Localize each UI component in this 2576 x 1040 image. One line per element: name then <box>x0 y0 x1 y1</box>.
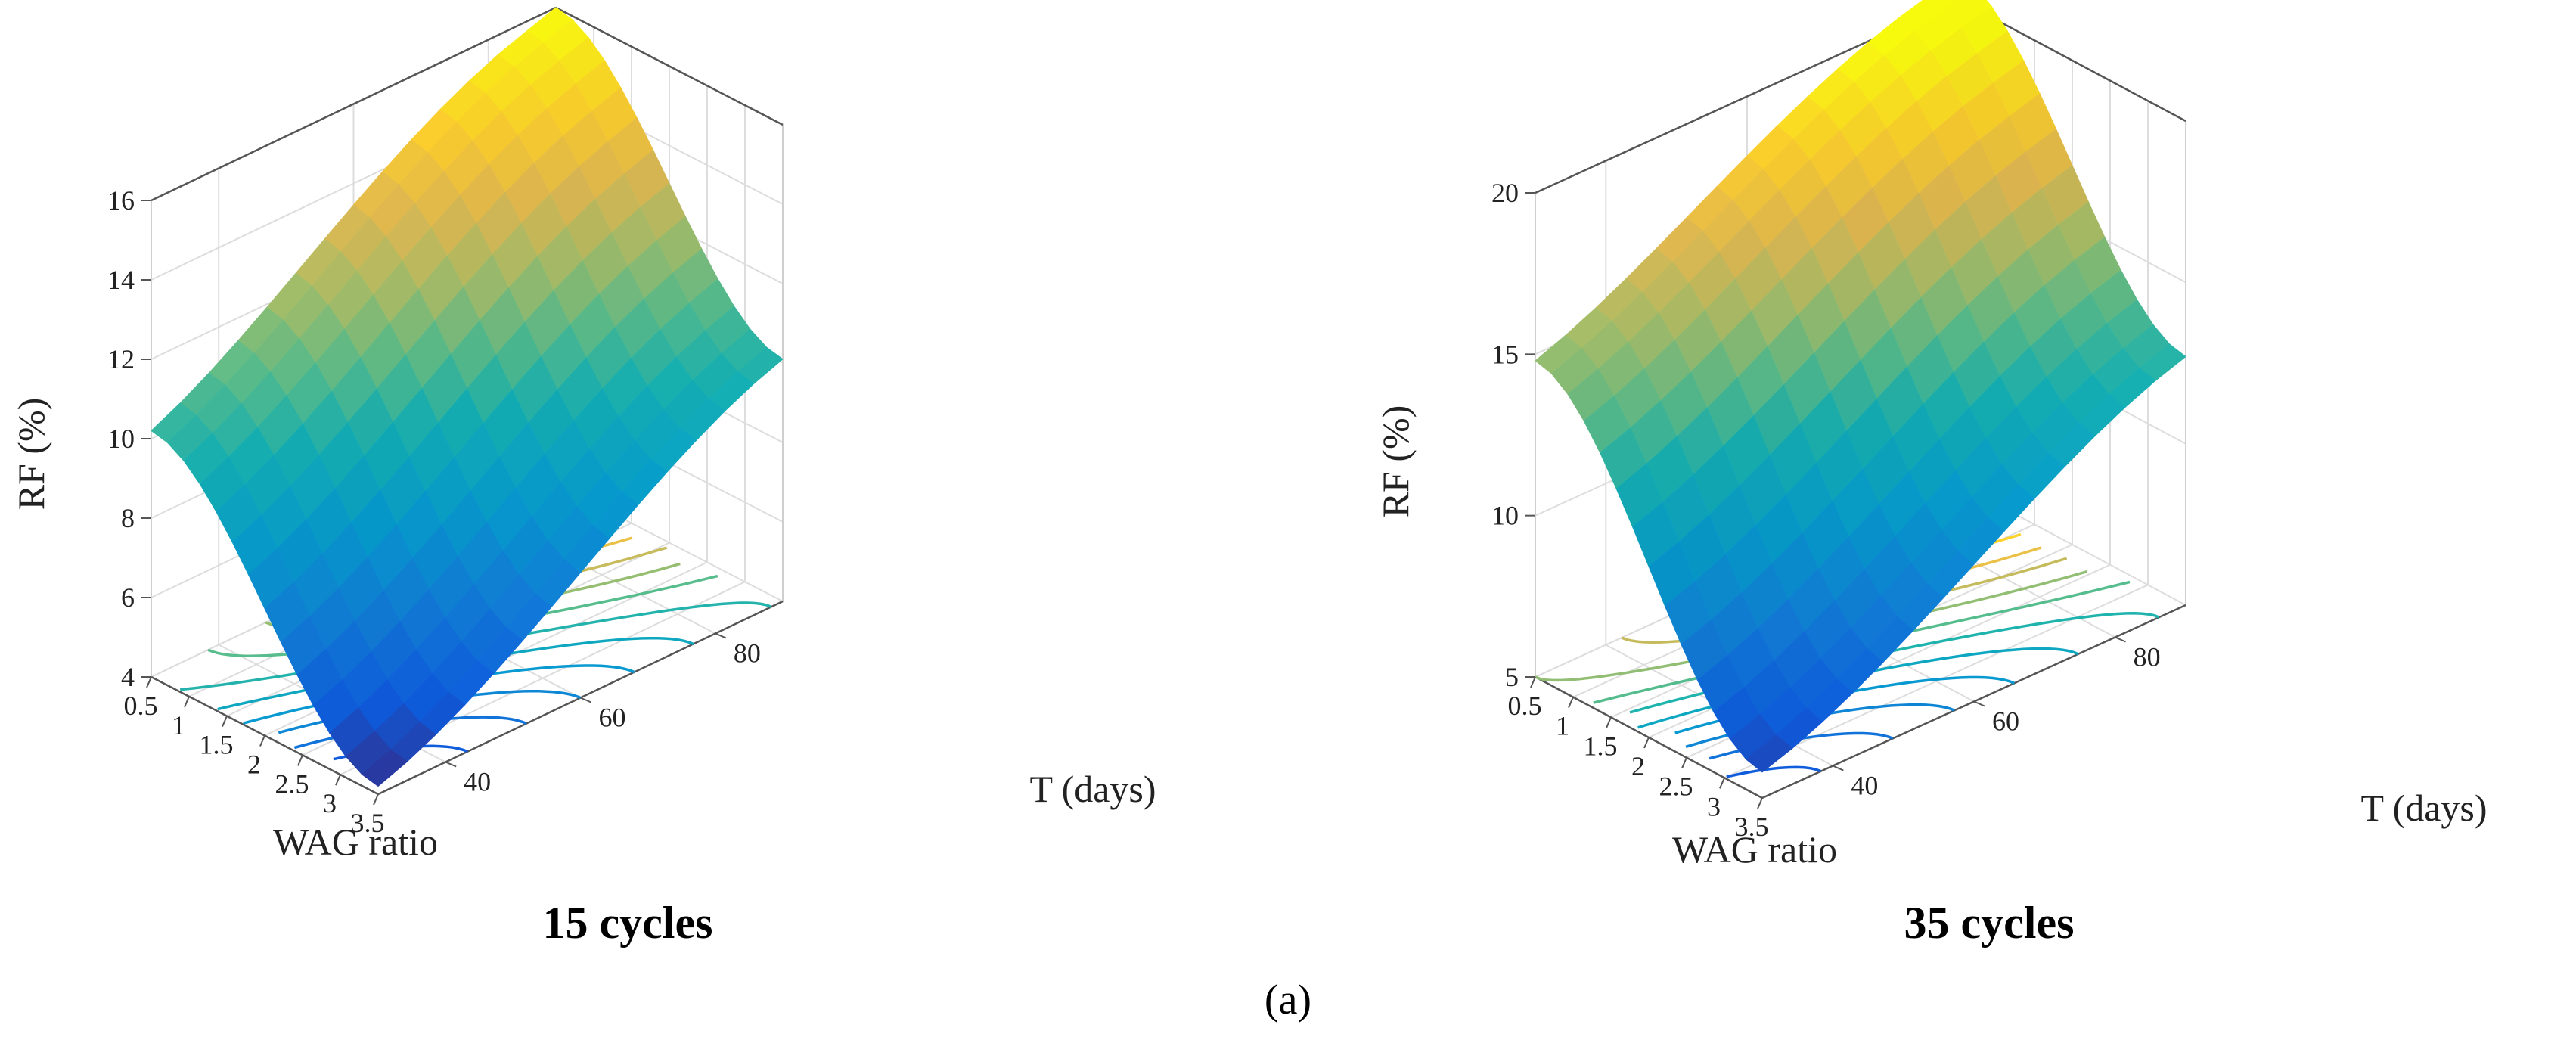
x-tick-label: 2 <box>247 750 261 780</box>
y-tick-label: 60 <box>1992 706 2019 737</box>
chart-left-ylabel: T (days) <box>1029 768 1156 810</box>
surface-patch <box>361 749 408 787</box>
chart-right-zlabel: RF (%) <box>1374 405 1417 518</box>
z-tick-label: 16 <box>107 185 135 216</box>
z-tick-label: 10 <box>1491 501 1519 531</box>
z-tick-label: 14 <box>107 265 135 295</box>
y-tick-label: 60 <box>599 703 626 733</box>
chart-right-xlabel: WAG ratio <box>1672 828 1837 871</box>
chart-right: 5 10 15 20 0.5 1 1.5 2 2.5 3 3.5 40 60 80 RF (%) WAG … <box>1374 0 2488 948</box>
chart-left-xlabel: WAG ratio <box>273 821 438 863</box>
x-tick-label: 1.5 <box>1584 731 1618 761</box>
surface-patch <box>1745 734 1793 773</box>
x-tick-label: 3.5 <box>351 808 385 838</box>
chart-left-ticks: 4 6 8 10 12 14 16 0.5 1 1.5 2 2.5 3 3.5 40 60 80 <box>107 185 761 838</box>
chart-right-surface <box>1535 0 2186 773</box>
z-tick-label: 8 <box>121 503 135 533</box>
chart-right-ticks: 5 10 15 20 0.5 1 1.5 2 2.5 3 3.5 40 60 80 <box>1491 178 2161 842</box>
chart-right-title: 35 cycles <box>1904 898 2075 948</box>
x-tick-label: 1.5 <box>200 730 234 760</box>
x-tick-label: 0.5 <box>124 691 158 721</box>
contour-line <box>1726 765 1822 778</box>
x-tick-label: 0.5 <box>1508 691 1542 721</box>
chart-left-title: 15 cycles <box>543 898 713 948</box>
z-tick-label: 4 <box>121 662 135 692</box>
x-tick-label: 2 <box>1631 751 1645 781</box>
chart-left-surface <box>151 7 784 787</box>
figure-label: (a) <box>1265 976 1311 1023</box>
x-tick-label: 1 <box>172 710 185 740</box>
x-tick-label: 2.5 <box>1659 771 1693 802</box>
x-tick-label: 3 <box>1707 791 1721 821</box>
z-tick-label: 15 <box>1491 339 1519 369</box>
y-tick-label: 80 <box>734 638 761 669</box>
z-tick-label: 10 <box>107 424 135 454</box>
y-tick-label: 80 <box>2134 642 2161 672</box>
x-tick-label: 2.5 <box>275 768 309 799</box>
chart-left-zlabel: RF (%) <box>10 398 52 511</box>
y-tick-label: 40 <box>464 767 491 797</box>
chart-right-ylabel: T (days) <box>2360 787 2487 829</box>
x-tick-label: 1 <box>1556 711 1569 741</box>
z-tick-label: 20 <box>1491 178 1519 208</box>
y-tick-label: 40 <box>1851 771 1878 801</box>
x-tick-label: 3.5 <box>1735 812 1769 842</box>
x-tick-label: 3 <box>323 788 337 818</box>
z-tick-label: 6 <box>121 582 135 613</box>
z-tick-label: 5 <box>1505 662 1519 692</box>
z-tick-label: 12 <box>107 344 135 374</box>
